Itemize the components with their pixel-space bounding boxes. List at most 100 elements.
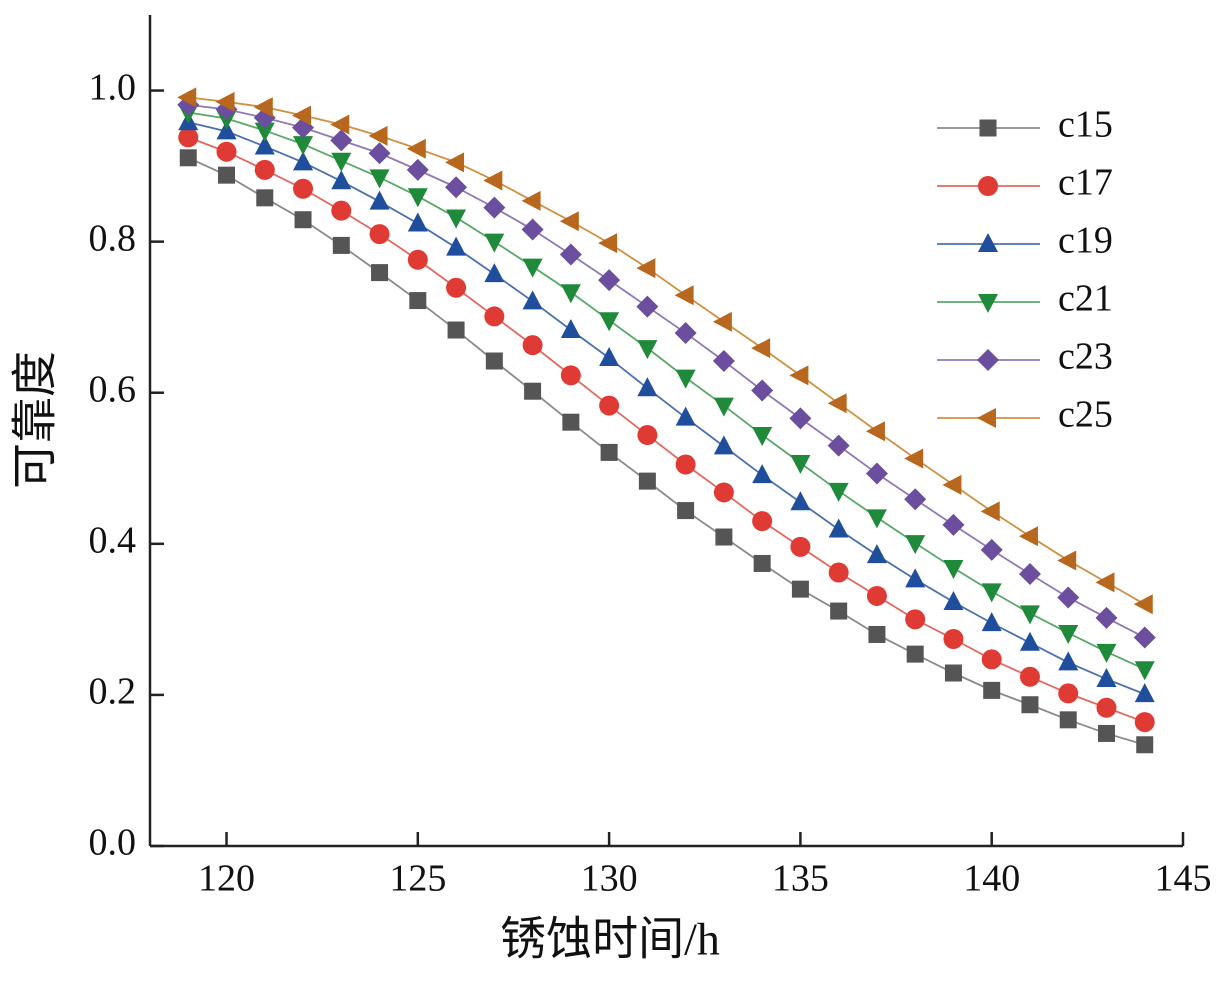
marker [1136, 736, 1154, 754]
marker [906, 645, 924, 663]
marker [216, 141, 237, 162]
marker [254, 159, 275, 180]
marker [559, 243, 582, 266]
x-tick-label: 125 [389, 858, 446, 900]
marker [409, 292, 427, 310]
marker [1058, 683, 1079, 704]
marker [1095, 572, 1115, 593]
marker [293, 178, 314, 199]
marker [1057, 586, 1080, 609]
marker [983, 681, 1001, 699]
marker [407, 249, 428, 270]
marker [256, 189, 274, 207]
marker [865, 462, 888, 485]
marker [866, 585, 887, 606]
marker [905, 535, 926, 555]
marker [522, 290, 543, 310]
marker [866, 509, 887, 529]
marker [330, 114, 350, 135]
legend-marker [979, 119, 997, 137]
marker [1096, 668, 1117, 688]
marker [369, 224, 390, 245]
marker [178, 127, 199, 148]
marker [368, 125, 388, 146]
marker [868, 625, 886, 643]
marker [483, 170, 503, 191]
marker [789, 365, 809, 386]
marker [215, 91, 235, 112]
marker [827, 393, 847, 414]
marker [406, 158, 429, 181]
marker [828, 518, 849, 538]
marker [1057, 550, 1077, 571]
marker [1019, 631, 1040, 651]
marker [599, 395, 620, 416]
marker [521, 190, 541, 211]
marker [371, 264, 389, 282]
marker [981, 649, 1002, 670]
marker [713, 397, 734, 417]
marker [827, 434, 850, 457]
marker [791, 580, 809, 598]
marker [905, 609, 926, 630]
marker [522, 335, 543, 356]
marker [675, 406, 696, 426]
marker [332, 236, 350, 254]
marker [715, 528, 733, 546]
y-tick-label: 1.0 [89, 66, 137, 108]
legend-label: c15 [1058, 104, 1113, 146]
marker [637, 425, 658, 446]
y-tick-label: 0.8 [89, 217, 137, 259]
legend-marker [977, 408, 996, 428]
marker [942, 474, 962, 495]
marker [484, 233, 505, 253]
marker [484, 263, 505, 283]
marker [598, 269, 621, 292]
marker [675, 369, 696, 389]
marker [446, 277, 467, 298]
legend-marker [978, 294, 998, 313]
marker [674, 322, 697, 345]
x-tick-label: 140 [963, 858, 1020, 900]
marker [293, 151, 314, 171]
marker [905, 568, 926, 588]
marker [216, 120, 237, 140]
marker [560, 365, 581, 386]
marker [445, 176, 468, 199]
marker [943, 590, 964, 610]
marker [522, 258, 543, 278]
marker [752, 427, 773, 447]
marker [599, 312, 620, 332]
marker [1096, 643, 1117, 663]
marker [598, 233, 618, 254]
marker [1133, 594, 1153, 615]
marker [483, 196, 506, 219]
marker [638, 472, 656, 490]
x-axis-title: 锈蚀时间/h [500, 914, 720, 965]
legend-marker [978, 176, 998, 196]
marker [254, 122, 275, 142]
marker [368, 142, 391, 165]
marker [560, 284, 581, 304]
marker [636, 295, 659, 318]
marker [330, 129, 353, 152]
marker [677, 502, 695, 520]
legend-marker [978, 233, 998, 252]
marker [713, 435, 734, 455]
marker [407, 212, 428, 232]
marker [675, 454, 696, 475]
marker [369, 190, 390, 210]
marker [753, 554, 771, 572]
marker [484, 306, 505, 327]
marker [1133, 626, 1156, 649]
series-line [188, 111, 1146, 671]
marker [751, 338, 771, 359]
marker [1097, 724, 1115, 742]
y-tick-label: 0.2 [89, 671, 137, 713]
marker [446, 236, 467, 256]
marker [447, 321, 465, 339]
marker [752, 464, 773, 484]
marker [828, 562, 849, 583]
marker [1096, 697, 1117, 718]
